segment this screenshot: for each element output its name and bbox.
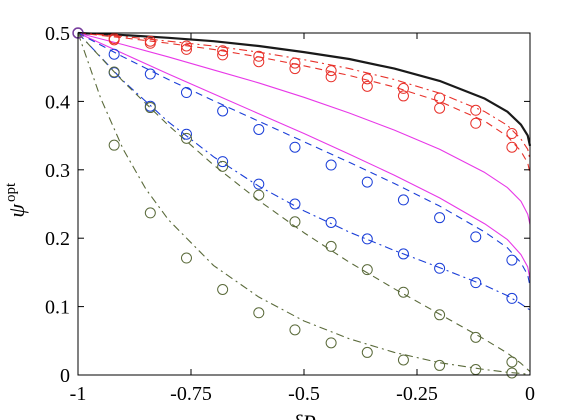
series-2-point	[470, 104, 482, 116]
series-2-point	[289, 57, 301, 69]
x-tick-label: -0.5	[288, 383, 320, 405]
series-3-point	[144, 37, 156, 49]
series-line-6	[77, 32, 531, 287]
series-6-point	[108, 48, 120, 60]
series-8-point	[506, 356, 518, 368]
series-7-point	[253, 178, 265, 190]
series-2-point	[180, 40, 192, 52]
y-axis-label: ψ	[4, 204, 29, 218]
series-6-point	[434, 212, 446, 224]
series-3-point	[217, 49, 229, 61]
series-8-point	[289, 216, 301, 228]
series-2-point	[253, 50, 265, 62]
series-8-point	[397, 286, 409, 298]
series-7-point	[434, 262, 446, 274]
series-3-point	[180, 43, 192, 55]
series-9-point	[217, 284, 229, 295]
series-8-point	[108, 66, 120, 78]
x-tick-label: -0.75	[170, 383, 212, 405]
marker-layer	[72, 27, 518, 379]
series-6-point	[217, 105, 229, 117]
series-2-point	[361, 73, 373, 85]
series-7-point	[397, 248, 409, 260]
series-6-point	[289, 141, 301, 153]
series-9-point	[506, 367, 518, 379]
series-9-point	[108, 139, 120, 151]
y-axis-label-superscript: opt	[3, 182, 19, 202]
x-tick-label: -0.25	[396, 383, 438, 405]
series-9-point	[144, 207, 156, 219]
series-3-point	[325, 71, 337, 83]
y-tick-label: 0.4	[45, 91, 70, 113]
series-3-point	[108, 34, 120, 46]
x-axis-label: δP	[292, 410, 316, 420]
series-9-point	[361, 346, 373, 358]
series-2-point	[325, 65, 337, 77]
series-9-point	[253, 307, 265, 319]
series-7-point	[289, 198, 301, 210]
series-8-point	[144, 102, 156, 114]
series-3-point	[470, 117, 482, 129]
series-line-9	[77, 32, 531, 375]
series-7-point	[361, 233, 373, 245]
y-tick-label: 0.2	[45, 228, 70, 250]
series-7-point	[506, 292, 518, 304]
series-3-point	[289, 63, 301, 75]
series-8-point	[470, 331, 482, 343]
series-6-point	[253, 123, 265, 135]
series-line-1	[77, 31, 532, 147]
x-tick-label: -1	[70, 383, 87, 405]
x-tick-label: 0	[525, 383, 535, 405]
tick-layer	[77, 32, 531, 376]
series-6-point	[325, 159, 337, 171]
series-6-point	[506, 254, 518, 266]
y-axis-label-group: ψ opt	[3, 182, 29, 218]
series-8-point	[361, 264, 373, 276]
y-tick-label: 0	[60, 365, 70, 387]
series-8-point	[217, 160, 229, 172]
series-3-point	[506, 141, 518, 153]
series-3-point	[397, 90, 409, 102]
series-3-point	[361, 80, 373, 92]
series-6-point	[180, 87, 192, 99]
series-line-4	[77, 32, 531, 225]
series-7-point	[217, 156, 229, 168]
y-tick-label: 0.1	[45, 297, 70, 319]
series-9-point	[289, 324, 301, 336]
series-2-point	[217, 45, 229, 57]
series-7-point	[470, 277, 482, 289]
series-9-point	[397, 354, 409, 366]
series-6-point	[397, 194, 409, 206]
series-9-point	[325, 337, 337, 349]
series-8-point	[253, 189, 265, 201]
series-2-point	[506, 128, 518, 140]
series-line-5	[77, 32, 531, 280]
tick-label-layer: -1 -0.75 -0.5 -0.25 0 0 0.1 0.2 0.3 0.4 0.5	[45, 23, 535, 405]
series-8-point	[434, 309, 446, 321]
series-9-point	[434, 359, 446, 371]
series-3-point	[253, 56, 265, 68]
series-7-point	[325, 216, 337, 228]
series-9-point	[180, 252, 192, 264]
series-2-point	[397, 82, 409, 94]
series-8-point	[180, 132, 192, 144]
series-6-point	[144, 68, 156, 80]
plot-area	[78, 33, 530, 375]
series-3-point	[434, 102, 446, 114]
series-line-3	[77, 32, 531, 174]
series-6-point	[361, 176, 373, 188]
y-tick-label: 0.3	[45, 160, 70, 182]
series-7-point	[180, 128, 192, 140]
y-tick-label: 0.5	[45, 23, 70, 45]
series-8-point	[325, 240, 337, 252]
series-6-point	[470, 231, 482, 243]
